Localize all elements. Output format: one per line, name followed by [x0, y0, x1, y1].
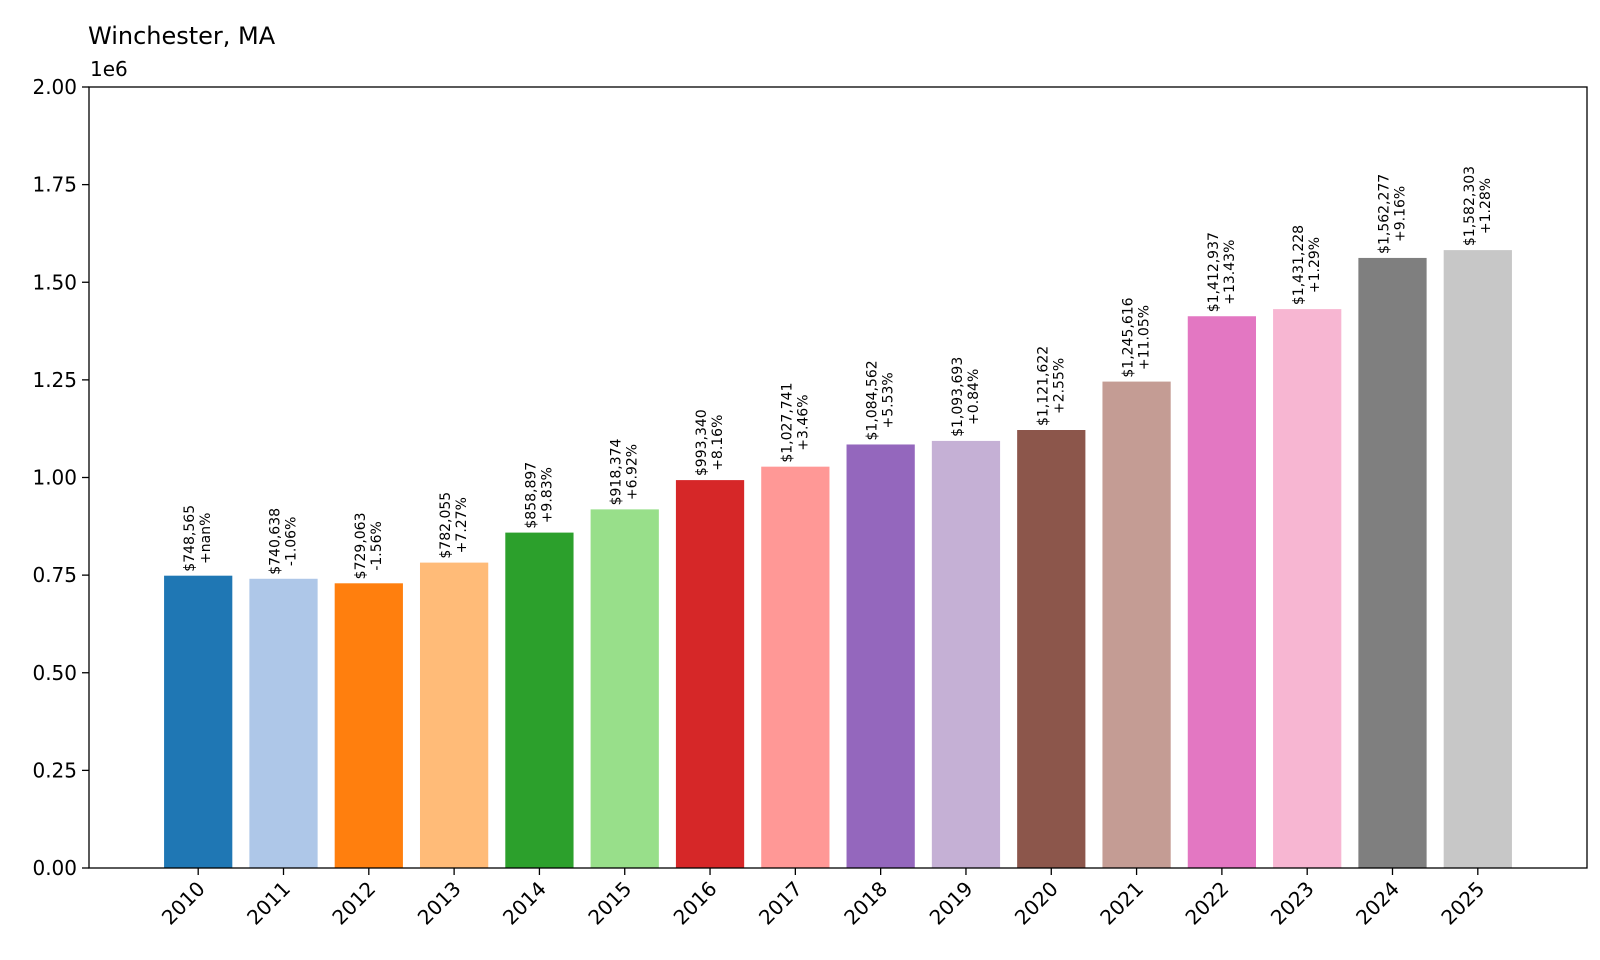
bar	[1358, 257, 1427, 869]
bar-label: $993,340	[694, 409, 710, 476]
y-tick-label: 2.00	[32, 75, 77, 99]
bar-label: $782,055	[438, 492, 454, 559]
bar-change-label: +7.27%	[454, 497, 470, 553]
bar-value-label: $740,638	[268, 508, 284, 575]
y-tick-label: 1.25	[32, 368, 77, 392]
bar	[1273, 309, 1342, 868]
bar-change-label: +nan%	[198, 513, 214, 564]
x-tick-label: 2023	[1266, 877, 1319, 930]
bar-label: $1,582,303	[1462, 166, 1478, 246]
x-tick-label: 2017	[754, 877, 807, 930]
y-tick-label: 0.25	[32, 758, 77, 782]
bar-label: $1,412,937	[1206, 232, 1222, 312]
bar	[590, 509, 659, 868]
bar-label: $1,121,622	[1035, 346, 1051, 426]
x-tick-label: 2020	[1010, 877, 1063, 930]
bar-label: $1,093,693	[950, 357, 966, 437]
x-tick-label: 2018	[839, 877, 892, 930]
bar	[334, 583, 403, 868]
bar-change-label: +0.84%	[966, 369, 982, 425]
x-tick-label: 2019	[925, 877, 978, 930]
x-tick-label: 2011	[242, 877, 295, 930]
bar-label: $1,562,277	[1376, 174, 1392, 254]
bar	[846, 444, 915, 868]
x-tick-label: 2013	[413, 877, 466, 930]
bar-change-label: +1.28%	[1478, 178, 1494, 234]
bar-change-label: +5.53%	[881, 372, 897, 428]
bar	[505, 532, 574, 868]
bar-change-label: +2.55%	[1051, 358, 1067, 414]
bar	[931, 440, 1001, 868]
bar-value-label: $1,412,937	[1206, 232, 1222, 312]
bar	[1187, 316, 1257, 868]
x-tick-label: 2010	[157, 877, 210, 930]
x-axis: 2010 2011 2012 2013 2014 2015 2016 2017 2018 2019…	[157, 868, 1489, 930]
bar-label: $748,565	[182, 505, 198, 572]
bar-change-label: -1.06%	[284, 517, 300, 567]
bar-value-label: $1,245,616	[1121, 297, 1137, 377]
bar-change-label: +13.43%	[1222, 240, 1238, 305]
bar-change-label: +6.92%	[625, 444, 641, 500]
y-tick-label: 0.00	[32, 856, 77, 880]
y-tick-label: 1.50	[32, 270, 77, 294]
bar-value-label: $1,121,622	[1035, 346, 1051, 426]
bar-label: $1,084,562	[865, 360, 881, 440]
bar-change-label: +11.05%	[1137, 305, 1153, 370]
bar-value-label: $1,027,741	[779, 382, 795, 462]
bar	[419, 562, 489, 868]
x-tick-label: 2015	[583, 877, 636, 930]
bar-label: $1,431,228	[1291, 225, 1307, 305]
bar-label: $1,245,616	[1121, 297, 1137, 377]
bar	[675, 480, 745, 868]
x-tick-label: 2021	[1095, 877, 1148, 930]
bar-value-label: $1,582,303	[1462, 166, 1478, 246]
bar	[1443, 250, 1512, 869]
bar-label: $858,897	[523, 462, 539, 529]
bar-change-label: +9.16%	[1392, 186, 1408, 242]
bar	[164, 575, 233, 868]
y-axis-offset-label: 1e6	[90, 57, 128, 81]
bar-value-label: $858,897	[523, 462, 539, 529]
bar-change-label: -1.56%	[369, 521, 385, 571]
bar-label: $740,638	[268, 508, 284, 575]
bar-value-label: $748,565	[182, 505, 198, 572]
bar-value-label: $1,431,228	[1291, 225, 1307, 305]
bar-change-label: +1.29%	[1307, 237, 1323, 293]
bar-value-label: $1,562,277	[1376, 174, 1392, 254]
x-tick-label: 2016	[669, 877, 722, 930]
bars	[164, 250, 1512, 869]
bar-value-label: $1,084,562	[865, 360, 881, 440]
y-tick-label: 1.00	[32, 466, 77, 490]
bar-value-label: $1,093,693	[950, 357, 966, 437]
bar-label: $729,063	[353, 512, 369, 579]
bar-label: $918,374	[609, 438, 625, 505]
bar-change-label: +8.16%	[710, 415, 726, 471]
bar-change-label: +9.83%	[539, 467, 555, 523]
bar-label: $1,027,741	[779, 382, 795, 462]
x-tick-label: 2025	[1436, 877, 1489, 930]
y-tick-label: 0.75	[32, 563, 77, 587]
x-tick-label: 2024	[1351, 877, 1404, 930]
x-tick-label: 2022	[1180, 877, 1233, 930]
bar-labels: $748,565 +nan% $740,638 -1.06% $729,063 -1.56…	[182, 166, 1494, 579]
bar	[1017, 430, 1086, 868]
y-axis: 0.00 0.25 0.50 0.75 1.00 1.25 1.50 1.75 2.00	[32, 75, 89, 880]
bar-value-label: $993,340	[694, 409, 710, 476]
bar	[249, 578, 318, 868]
chart-title: Winchester, MA	[88, 22, 276, 50]
y-tick-label: 1.75	[32, 173, 77, 197]
x-tick-label: 2012	[327, 877, 380, 930]
bar-value-label: $782,055	[438, 492, 454, 559]
x-tick-label: 2014	[498, 877, 551, 930]
y-tick-label: 0.50	[32, 661, 77, 685]
bar-change-label: +3.46%	[795, 394, 811, 450]
bar	[761, 466, 830, 868]
bar	[1102, 381, 1171, 868]
bar-value-label: $729,063	[353, 512, 369, 579]
bar-value-label: $918,374	[609, 438, 625, 505]
plot-frame	[88, 86, 1588, 869]
